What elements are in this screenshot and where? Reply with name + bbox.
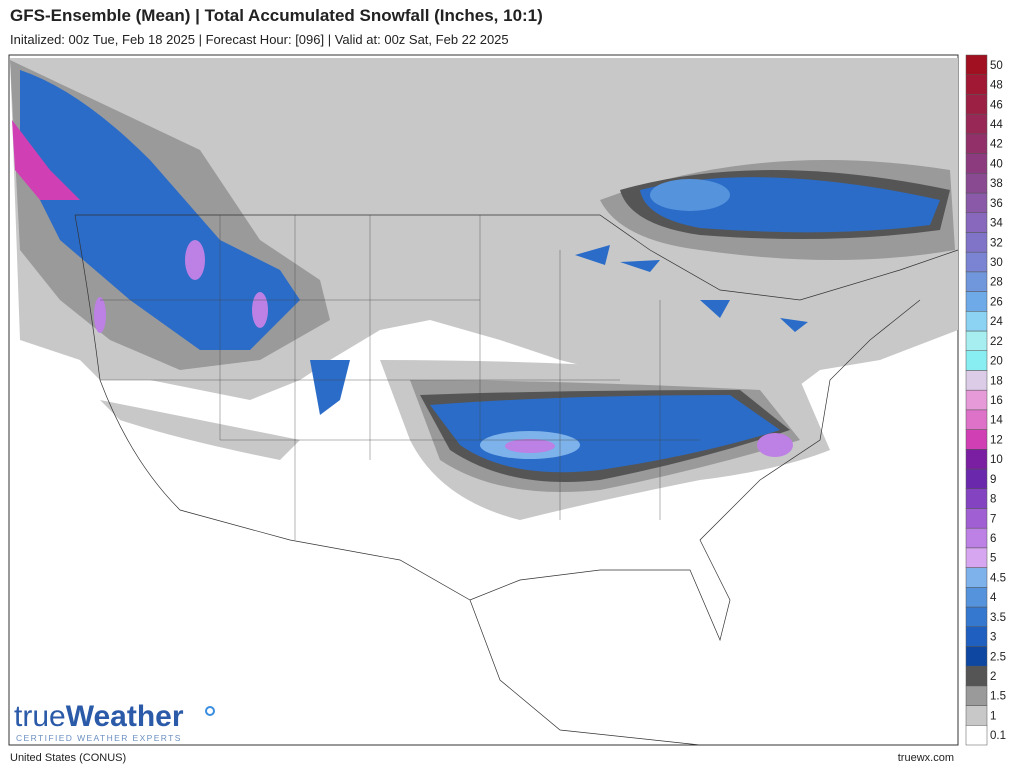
- legend-swatch: [965, 350, 988, 371]
- legend-swatch: [965, 74, 988, 95]
- legend-label: 8: [990, 494, 996, 506]
- legend-swatch: [965, 587, 988, 608]
- legend-label: 46: [990, 99, 1003, 111]
- legend-label: 30: [990, 257, 1003, 269]
- legend-label: 2: [990, 671, 996, 683]
- legend-label: 32: [990, 237, 1003, 249]
- legend-label: 1.5: [990, 691, 1006, 703]
- legend-swatch: [965, 291, 988, 312]
- legend-label: 6: [990, 533, 996, 545]
- color-legend: 0.1 1 1.5 2 2.5 3 3.5 4 4.5 5 6 7 8 9 10 12 14 16 18 20 22 24…: [965, 54, 1006, 746]
- legend-label: 42: [990, 139, 1003, 151]
- legend-swatch: [965, 626, 988, 647]
- logo-dot: [205, 706, 215, 716]
- subtitle: Initalized: 00z Tue, Feb 18 2025 | Forec…: [10, 32, 509, 47]
- footer-region: United States (CONUS): [10, 752, 127, 764]
- legend-swatch: [965, 488, 988, 509]
- logo: trueWeather CERTIFIED WEATHER EXPERTS: [14, 700, 215, 743]
- legend-label: 4: [990, 592, 997, 604]
- legend-swatch: [965, 311, 988, 332]
- legend-swatch: [965, 192, 988, 213]
- legend-label: 40: [990, 158, 1003, 170]
- legend-label: 26: [990, 296, 1003, 308]
- legend-label: 2.5: [990, 651, 1006, 663]
- legend-swatch: [965, 468, 988, 489]
- title: GFS-Ensemble (Mean) | Total Accumulated …: [10, 6, 543, 25]
- legend-label: 3: [990, 632, 996, 644]
- legend-swatch: [965, 429, 988, 450]
- legend-swatch: [965, 547, 988, 568]
- legend-swatch: [965, 370, 988, 391]
- legend-swatch: [965, 271, 988, 292]
- legend-swatch: [965, 685, 988, 706]
- legend-label: 44: [990, 119, 1003, 131]
- legend-label: 5: [990, 553, 996, 565]
- legend-swatch: [965, 389, 988, 411]
- legend-label: 22: [990, 336, 1003, 348]
- legend-label: 1: [990, 710, 996, 722]
- legend-swatch: [965, 567, 988, 588]
- legend-swatch: [965, 665, 988, 687]
- legend-swatch: [965, 725, 988, 746]
- legend-swatch: [965, 449, 988, 470]
- legend-swatch: [965, 133, 988, 154]
- legend-label: 0.1: [990, 730, 1006, 742]
- legend-swatch: [965, 409, 988, 430]
- legend-swatch: [965, 153, 988, 174]
- legend-swatch: [965, 251, 988, 273]
- legend-label: 12: [990, 434, 1003, 446]
- legend-label: 14: [990, 415, 1003, 427]
- legend-label: 38: [990, 178, 1003, 190]
- legend-label: 36: [990, 198, 1003, 210]
- state-lines: [100, 215, 700, 540]
- legend-label: 9: [990, 474, 996, 486]
- logo-brand-bold: Weather: [66, 700, 184, 733]
- legend-swatch: [965, 527, 988, 549]
- legend-swatch: [965, 173, 988, 194]
- legend-swatch: [965, 94, 988, 115]
- legend-label: 18: [990, 375, 1003, 387]
- legend-label: 34: [990, 218, 1003, 230]
- legend-swatch: [965, 232, 988, 253]
- legend-label: 10: [990, 454, 1003, 466]
- footer-site: truewx.com: [897, 752, 954, 764]
- logo-brand-light: trueWeather: [14, 700, 184, 733]
- legend-label: 28: [990, 277, 1003, 289]
- logo-tagline: CERTIFIED WEATHER EXPERTS: [16, 733, 182, 743]
- legend-label: 3.5: [990, 612, 1006, 624]
- legend-swatch: [965, 54, 988, 75]
- legend-label: 24: [990, 316, 1003, 328]
- legend-label: 20: [990, 356, 1003, 368]
- legend-swatch: [965, 113, 988, 135]
- legend-swatch: [965, 646, 988, 667]
- legend-swatch: [965, 212, 988, 233]
- legend-label: 16: [990, 395, 1003, 407]
- legend-swatch: [965, 606, 988, 627]
- legend-label: 48: [990, 80, 1003, 92]
- legend-swatch: [965, 330, 988, 351]
- legend-swatch: [965, 508, 988, 529]
- legend-label: 4.5: [990, 572, 1006, 584]
- borders: [74, 214, 959, 746]
- legend-swatch: [965, 705, 988, 726]
- legend-label: 50: [990, 60, 1003, 72]
- legend-label: 7: [990, 513, 996, 525]
- snow-bright: [12, 120, 793, 459]
